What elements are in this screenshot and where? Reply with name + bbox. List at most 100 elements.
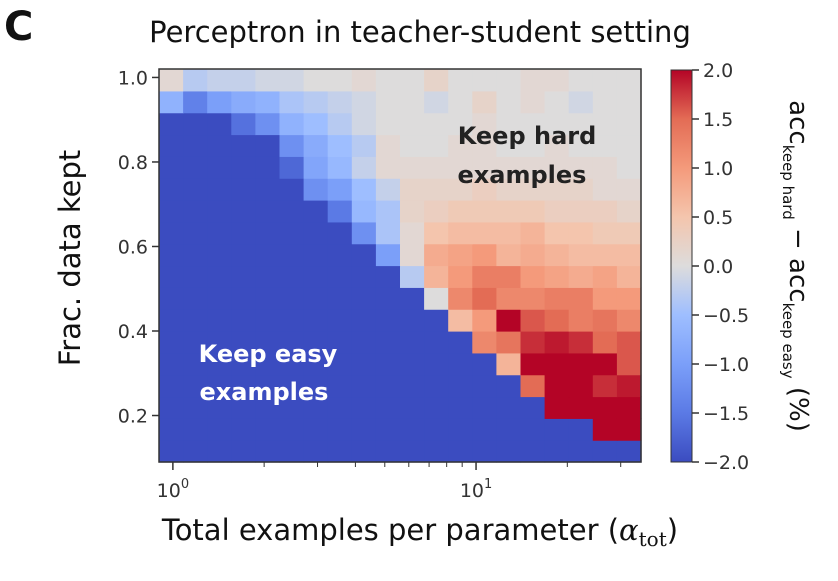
heatmap-cell (400, 287, 425, 310)
heatmap-cell (375, 287, 401, 310)
heatmap-cell (327, 331, 353, 354)
annotation-keep-easy: Keep easy examples (199, 340, 338, 406)
heatmap-cell (207, 352, 232, 376)
heatmap-cell (472, 352, 497, 376)
heatmap-cell (159, 69, 184, 92)
heatmap-cell (207, 418, 232, 441)
heatmap-cell (279, 309, 305, 332)
heatmap-cell (375, 90, 401, 114)
heatmap-cell (496, 396, 522, 419)
heatmap-cell (568, 134, 594, 157)
heatmap-cell (592, 396, 618, 419)
heatmap-cell (207, 90, 232, 114)
heatmap-cell (303, 374, 329, 398)
heatmap-cell (303, 287, 329, 310)
heatmap-cell (472, 178, 497, 201)
heatmap-cell (448, 69, 473, 92)
heatmap-cell (231, 90, 256, 114)
heatmap-cell (231, 112, 256, 136)
heatmap-cell (616, 178, 642, 201)
heatmap-cell (544, 90, 570, 114)
heatmap-cell (616, 69, 642, 92)
heatmap-cell (472, 265, 497, 288)
heatmap-cell (496, 221, 522, 245)
heatmap-cell (231, 396, 256, 419)
y-tick-label: 0.4 (118, 321, 148, 343)
heatmap-cell (400, 265, 425, 288)
heatmap-cell (351, 112, 377, 136)
heatmap-cell (303, 396, 329, 419)
heatmap-cell (375, 374, 401, 398)
heatmap-cell (351, 200, 377, 223)
heatmap-cell (375, 200, 401, 223)
heatmap-cell (424, 331, 449, 354)
heatmap-cell (424, 90, 449, 114)
heatmap-cell (496, 69, 522, 92)
y-axis-label: Frac. data kept (53, 150, 87, 367)
heatmap-cell (327, 134, 353, 157)
heatmap-cell (568, 200, 594, 223)
heatmap-cell (159, 287, 184, 310)
heatmap-cell (472, 243, 497, 267)
heatmap-cell (375, 243, 401, 267)
heatmap-cell (592, 69, 618, 92)
heatmap-cell (327, 221, 353, 245)
heatmap-cell (592, 287, 618, 310)
heatmap-cell (303, 90, 329, 114)
heatmap-cell (327, 352, 353, 376)
heatmap-cell (279, 200, 305, 223)
heatmap-cell (255, 352, 281, 376)
heatmap-cell (448, 418, 473, 441)
heatmap-cell (424, 112, 449, 136)
heatmap-cell (472, 396, 497, 419)
heatmap-cell (255, 69, 281, 92)
heatmap-cell (400, 243, 425, 267)
heatmap-cell (616, 374, 642, 398)
heatmap-cell (448, 112, 473, 136)
heatmap-cell (303, 69, 329, 92)
heatmap-cell (279, 440, 305, 463)
heatmap-cell (351, 221, 377, 245)
heatmap-cell (375, 265, 401, 288)
heatmap-cell (472, 309, 497, 332)
heatmap-cell (327, 90, 353, 114)
heatmap-cell (375, 69, 401, 92)
heatmap-cell (616, 243, 642, 267)
heatmap-cell (255, 112, 281, 136)
heatmap-cell (592, 309, 618, 332)
heatmap-cell (207, 221, 232, 245)
heatmap-cell (159, 221, 184, 245)
heatmap-cell (592, 352, 618, 376)
heatmap-cell (592, 221, 618, 245)
heatmap-cell (448, 440, 473, 463)
heatmap-cell (520, 396, 546, 419)
heatmap-cell (279, 243, 305, 267)
heatmap-cell (544, 134, 570, 157)
heatmap-cell (496, 134, 522, 157)
heatmap-cell (544, 112, 570, 136)
annotation-keep-hard: Keep hard examples (458, 122, 597, 189)
heatmap-cell (303, 265, 329, 288)
heatmap-cell (255, 221, 281, 245)
y-axis-ticks: 0.2 0.4 0.6 0.8 1.0 (118, 67, 159, 428)
colorbar-tick-label: −1.5 (703, 403, 749, 425)
heatmap-cell (592, 178, 618, 201)
heatmap-cell (424, 352, 449, 376)
heatmap-cell (183, 440, 208, 463)
heatmap-cell (279, 265, 305, 288)
heatmap-cell (424, 440, 449, 463)
heatmap-cell (159, 243, 184, 267)
colorbar-tick-label: −1.0 (703, 354, 749, 376)
heatmap-cell (616, 265, 642, 288)
heatmap-cell (520, 156, 546, 179)
heatmap-cell (400, 331, 425, 354)
heatmap-cells (159, 69, 642, 463)
heatmap-cell (351, 265, 377, 288)
heatmap-cell (544, 69, 570, 92)
heatmap-cell (279, 352, 305, 376)
heatmap-cell (255, 309, 281, 332)
heatmap-cell (544, 418, 570, 441)
heatmap-cell (424, 69, 449, 92)
heatmap-cell (496, 374, 522, 398)
